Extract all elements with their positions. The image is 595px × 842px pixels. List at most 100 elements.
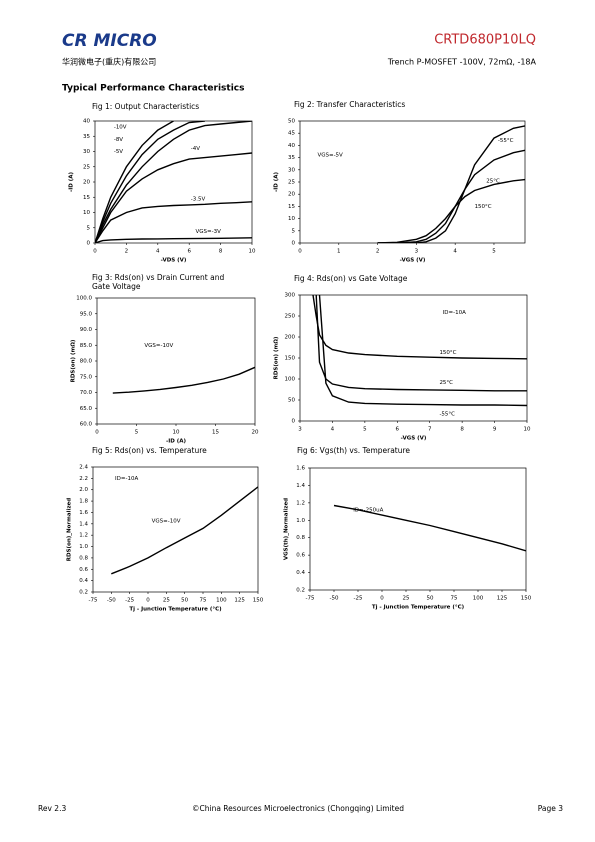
y-tick-label: 300 — [285, 293, 296, 299]
y-tick-label: 200 — [285, 335, 296, 341]
x-tick-label: -25 — [125, 598, 134, 604]
y-tick-label: 0 — [292, 241, 296, 247]
y-tick-label: 0.2 — [296, 588, 305, 594]
y-tick-label: 75.0 — [80, 374, 93, 380]
y-tick-label: 0.6 — [296, 553, 305, 559]
data-line — [95, 121, 252, 243]
chart-title: Fig 6: Vgs(th) vs. Temperature — [297, 446, 411, 455]
y-tick-label: 1.6 — [296, 466, 305, 472]
y-axis-label: RDS(on) (mΩ) — [71, 339, 77, 382]
annotation: -10V — [114, 125, 127, 131]
data-line — [95, 201, 252, 243]
x-tick-label: 0 — [95, 430, 99, 436]
x-tick-label: 100 — [216, 598, 227, 604]
annotation: ID=-10A — [443, 310, 466, 316]
x-tick-label: 3 — [415, 249, 419, 255]
x-tick-label: 10 — [173, 430, 180, 436]
chart-title: Fig 2: Transfer Characteristics — [294, 100, 406, 109]
x-tick-label: 5 — [135, 430, 139, 436]
x-tick-label: 15 — [212, 430, 219, 436]
x-tick-label: 9 — [493, 427, 497, 433]
y-tick-label: 100.0 — [76, 296, 92, 302]
y-tick-label: 45 — [288, 131, 295, 137]
data-line — [312, 295, 527, 360]
data-line — [377, 125, 525, 243]
x-tick-label: 2 — [376, 249, 380, 255]
y-tick-label: 35 — [288, 155, 295, 161]
y-tick-label: 25 — [83, 164, 90, 170]
y-tick-label: 50 — [288, 119, 295, 125]
y-tick-label: 30 — [288, 167, 295, 173]
y-tick-label: 90.0 — [80, 327, 93, 333]
y-tick-label: 1.0 — [79, 544, 88, 550]
footer-rev: Rev 2.3 — [38, 804, 66, 813]
annotation: 150°C — [439, 350, 456, 356]
y-axis-label: -ID (A) — [274, 171, 280, 192]
annotation: 25°C — [486, 178, 500, 184]
y-tick-label: 20 — [288, 192, 295, 198]
y-tick-label: 60.0 — [80, 422, 93, 428]
annotation: VGS=-10V — [144, 343, 173, 349]
data-line — [95, 121, 205, 243]
x-tick-label: -75 — [89, 598, 98, 604]
y-tick-label: 2.0 — [79, 487, 88, 493]
x-tick-label: 7 — [428, 427, 432, 433]
y-tick-label: 95.0 — [80, 311, 93, 317]
annotation: -55°C — [439, 411, 455, 417]
data-line — [111, 486, 258, 575]
y-tick-label: 65.0 — [80, 406, 93, 412]
x-tick-label: 4 — [453, 249, 457, 255]
data-line — [377, 178, 525, 243]
annotation: ID=-10A — [115, 476, 138, 482]
y-tick-label: 1.6 — [79, 510, 88, 516]
y-tick-label: 100 — [285, 377, 296, 383]
company: 华润微电子(重庆)有限公司 — [62, 57, 156, 67]
annotation: ID=-250uA — [353, 507, 383, 513]
x-tick-label: 20 — [252, 430, 259, 436]
y-axis-label: -ID (A) — [69, 171, 75, 192]
x-tick-label: 0 — [146, 598, 150, 604]
y-tick-label: 85.0 — [80, 343, 93, 349]
x-axis-label: -ID (A) — [166, 439, 187, 445]
y-tick-label: 0.8 — [79, 555, 88, 561]
y-tick-label: 250 — [285, 314, 296, 320]
data-line — [318, 295, 527, 407]
y-tick-label: 2.2 — [79, 476, 88, 482]
x-tick-label: 150 — [521, 596, 532, 602]
y-tick-label: 1.2 — [296, 500, 305, 506]
x-tick-label: -75 — [306, 596, 315, 602]
x-tick-label: 25 — [403, 596, 410, 602]
y-axis-label: VGS(th)_Normalized — [284, 498, 290, 560]
y-tick-label: 1.8 — [79, 499, 88, 505]
chart-title: Fig 5: Rds(on) vs. Temperature — [92, 446, 207, 455]
x-tick-label: 75 — [200, 598, 207, 604]
x-axis-label: -VGS (V) — [400, 258, 426, 264]
data-line — [95, 237, 252, 243]
x-tick-label: 10 — [249, 249, 256, 255]
y-tick-label: 10 — [288, 216, 295, 222]
x-tick-label: 3 — [298, 427, 302, 433]
x-tick-label: 100 — [473, 596, 484, 602]
x-tick-label: 125 — [234, 598, 245, 604]
x-tick-label: 4 — [156, 249, 160, 255]
data-line — [377, 149, 525, 243]
x-tick-label: 50 — [181, 598, 188, 604]
y-tick-label: 50 — [288, 398, 295, 404]
description: Trench P-MOSFET -100V, 72mΩ, -18A — [387, 58, 537, 67]
y-tick-label: 1.4 — [296, 483, 305, 489]
x-tick-label: 50 — [427, 596, 434, 602]
y-tick-label: 1.4 — [79, 521, 88, 527]
x-tick-label: 125 — [497, 596, 508, 602]
annotation: -8V — [114, 137, 123, 143]
x-tick-label: 75 — [451, 596, 458, 602]
logo: CR MICRO — [62, 31, 157, 51]
y-tick-label: 35 — [83, 134, 90, 140]
x-tick-label: 0 — [380, 596, 384, 602]
annotation: -4V — [191, 146, 200, 152]
x-tick-label: 150 — [253, 598, 264, 604]
data-line — [112, 366, 255, 394]
y-tick-label: 25 — [288, 180, 295, 186]
y-tick-label: 5 — [292, 228, 296, 234]
